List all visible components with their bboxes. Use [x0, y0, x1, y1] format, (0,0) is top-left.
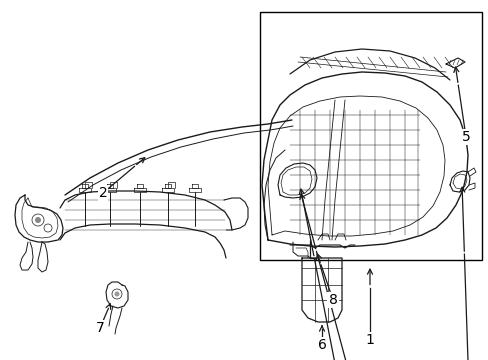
- Text: 8: 8: [328, 293, 337, 307]
- Circle shape: [114, 292, 119, 297]
- Bar: [260, 12, 481, 260]
- Circle shape: [35, 217, 41, 223]
- Text: 7: 7: [96, 321, 104, 335]
- Text: 5: 5: [461, 130, 469, 144]
- Text: 6: 6: [317, 338, 326, 352]
- Text: 1: 1: [365, 333, 374, 347]
- Text: 2: 2: [99, 186, 107, 200]
